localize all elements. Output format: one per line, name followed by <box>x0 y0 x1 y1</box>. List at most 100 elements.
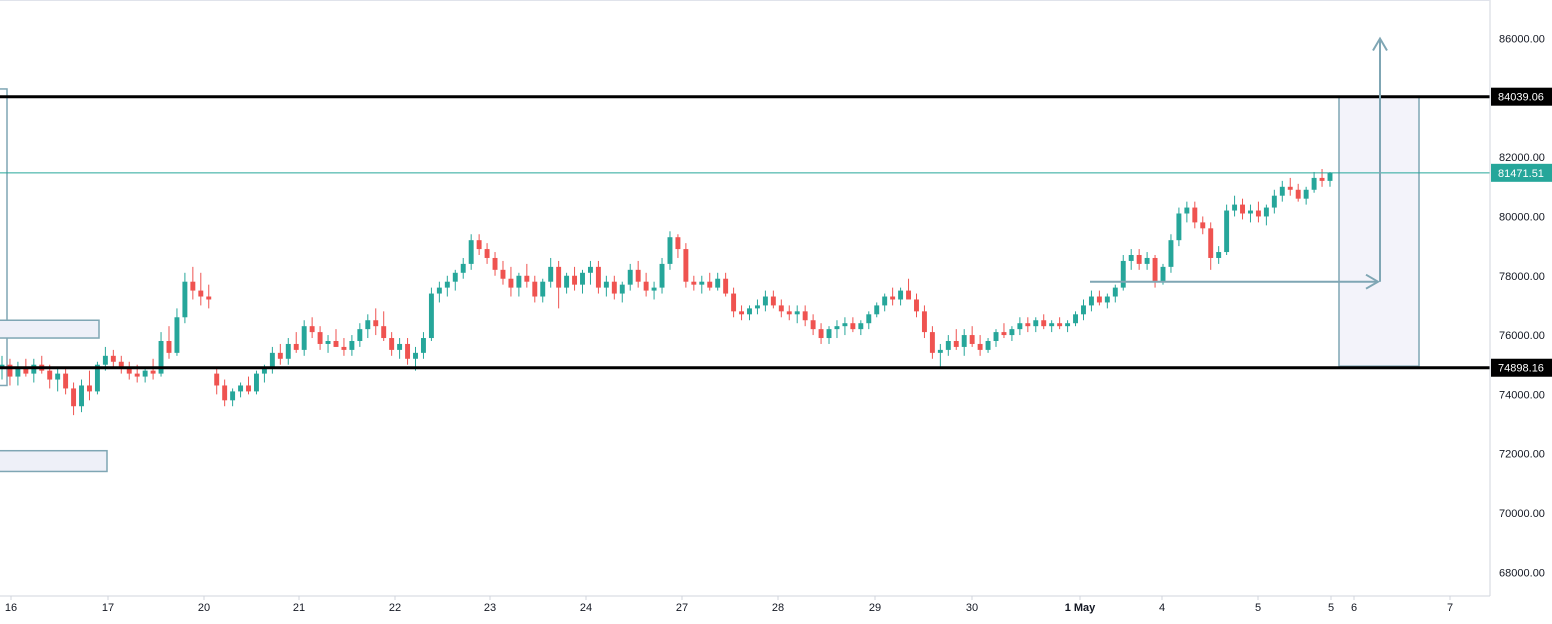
candle <box>444 275 450 297</box>
candle-body <box>1287 186 1293 190</box>
candle-body <box>572 275 578 285</box>
candle-body <box>1200 222 1206 229</box>
x-tick-label: 16 <box>5 602 17 614</box>
candle-body <box>1327 172 1333 181</box>
candle <box>1303 186 1309 205</box>
candle <box>293 332 299 353</box>
candle <box>659 257 665 294</box>
candle-body <box>118 361 124 368</box>
candle <box>301 320 307 356</box>
candle-body <box>1128 255 1134 261</box>
candle <box>1136 249 1142 270</box>
candle <box>87 370 92 401</box>
candle <box>341 338 347 356</box>
candle-body <box>1232 204 1238 211</box>
x-tick-label: 20 <box>198 602 210 614</box>
x-tick-label: 30 <box>966 602 978 614</box>
candle-body <box>333 340 339 347</box>
y-tick-label: 78000.00 <box>1499 271 1545 283</box>
candle <box>349 335 355 356</box>
y-tick-label: 68000.00 <box>1499 567 1545 579</box>
candle-body <box>619 284 625 294</box>
candle <box>71 382 77 416</box>
candle <box>882 293 888 312</box>
candle <box>230 388 236 407</box>
candle <box>1224 204 1230 256</box>
candle <box>492 252 498 276</box>
candle <box>222 379 228 407</box>
candle-body <box>906 290 912 300</box>
y-tick-label: 72000.00 <box>1499 449 1545 461</box>
candle-body <box>1184 207 1190 214</box>
candle-body <box>428 293 434 339</box>
candle-body <box>126 367 132 374</box>
candle <box>564 272 570 294</box>
candle <box>373 308 379 336</box>
candle <box>1017 317 1023 336</box>
candle <box>15 361 21 386</box>
candle <box>63 367 69 395</box>
candle-body <box>1025 323 1031 327</box>
candle <box>667 231 673 270</box>
candle-body <box>961 335 967 347</box>
x-tick-label: 17 <box>102 602 114 614</box>
candle <box>587 260 593 285</box>
candle-body <box>659 263 665 288</box>
candle-body <box>63 373 69 389</box>
candle-body <box>71 388 77 407</box>
candle <box>985 338 991 353</box>
candle-body <box>1303 189 1309 199</box>
candle-body <box>937 349 943 353</box>
x-tick-label: 6 <box>1351 602 1357 614</box>
candle-body <box>747 308 752 315</box>
candle <box>826 326 832 344</box>
candle-body <box>1263 207 1269 217</box>
candle-body <box>269 352 275 368</box>
candle-body <box>1033 320 1039 327</box>
candle-body <box>699 281 705 285</box>
candle <box>79 379 84 413</box>
candle-body <box>715 278 721 288</box>
candle-body <box>953 340 959 347</box>
resistance-label-text: 84039.06 <box>1498 92 1544 104</box>
candle-body <box>1279 186 1285 196</box>
candle <box>238 382 244 398</box>
candle-body <box>277 352 283 359</box>
candle-body <box>0 364 5 368</box>
candle-body <box>1136 255 1142 264</box>
zone-left-1-zone <box>0 88 8 387</box>
candle-body <box>810 320 816 330</box>
candle <box>842 317 848 336</box>
candle <box>921 305 927 339</box>
zone-left-3-zone <box>0 449 108 473</box>
candle <box>556 260 562 309</box>
candle-body <box>206 296 212 300</box>
projection-vertical-arrowhead <box>1372 36 1388 52</box>
last-price-label-text: 81471.51 <box>1498 168 1544 180</box>
y-tick-label: 70000.00 <box>1499 508 1545 520</box>
candle <box>182 272 188 324</box>
time-axis[interactable]: 16 17 20 21 22 23 24 27 28 29 30 1 May 4 5 5 6 7 <box>5 596 1453 614</box>
candle <box>937 343 943 368</box>
candle <box>500 260 506 285</box>
candle <box>794 305 800 324</box>
candle <box>405 338 411 365</box>
candle-body <box>1073 314 1078 324</box>
x-tick-label: 21 <box>293 602 305 614</box>
candle <box>1096 290 1102 306</box>
candle <box>754 299 760 315</box>
candle <box>381 311 387 341</box>
candle-body <box>1009 329 1015 336</box>
x-tick-label: 27 <box>676 602 688 614</box>
candle-body <box>420 338 426 353</box>
support-label-bg <box>1491 358 1552 377</box>
support-label-text: 74898.16 <box>1498 363 1544 375</box>
x-tick-label: 28 <box>772 602 784 614</box>
candle <box>285 338 291 365</box>
candle <box>866 311 872 330</box>
candle-body <box>254 373 259 392</box>
candle <box>420 332 426 359</box>
